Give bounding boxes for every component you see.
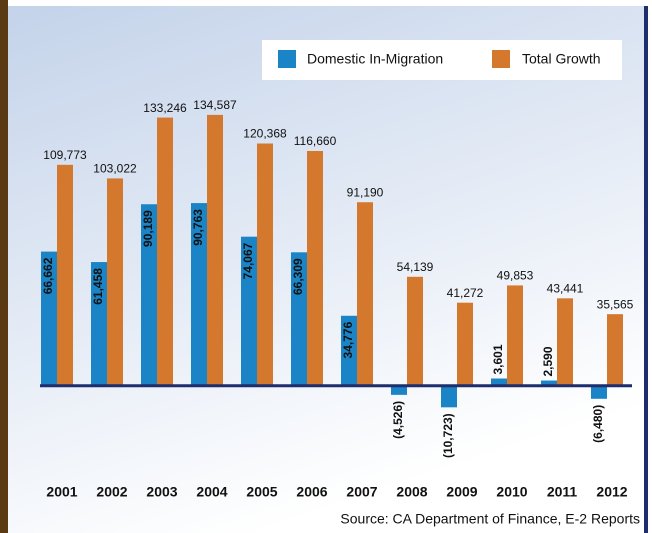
x-tick-label: 2003	[146, 484, 177, 500]
bar	[341, 315, 357, 386]
bar	[241, 236, 257, 386]
x-tick-label: 2004	[196, 484, 227, 500]
source: Source: CA Department of Finance, E-2 Re…	[340, 511, 640, 527]
legend-swatch	[278, 50, 296, 68]
value-label: 41,272	[447, 286, 484, 300]
bar	[57, 164, 73, 386]
value-label: 74,067	[241, 242, 255, 279]
value-label: (6,480)	[591, 405, 605, 443]
legend-label: Total Growth	[522, 51, 601, 67]
x-tick-label: 2002	[96, 484, 127, 500]
bar	[457, 302, 473, 386]
left-border	[0, 0, 8, 533]
bar	[507, 285, 523, 386]
right-border	[644, 6, 648, 533]
legend	[262, 40, 622, 80]
bar	[257, 143, 273, 386]
x-tick-label: 2012	[596, 484, 627, 500]
value-label: 120,368	[243, 127, 287, 141]
value-label: 90,763	[191, 209, 205, 246]
bar	[307, 150, 323, 386]
value-label: 54,139	[397, 260, 434, 274]
bar	[541, 380, 557, 386]
bar	[191, 203, 207, 386]
bar	[141, 204, 157, 386]
bar	[607, 314, 623, 386]
legend-swatch	[492, 50, 510, 68]
bar	[157, 117, 173, 386]
value-label: 49,853	[497, 269, 534, 283]
x-tick-label: 2011	[547, 484, 578, 500]
bar	[591, 385, 607, 399]
value-label: 3,601	[491, 344, 505, 374]
value-label: (10,723)	[441, 413, 455, 458]
bar	[491, 378, 507, 386]
value-label: 109,773	[43, 148, 87, 162]
x-tick-label: 2008	[396, 484, 427, 500]
value-label: 43,441	[547, 281, 584, 295]
value-label: 133,246	[143, 101, 187, 115]
value-label: 61,458	[91, 268, 105, 305]
bar	[107, 178, 123, 386]
bar	[291, 252, 307, 386]
value-label: 66,662	[41, 257, 55, 294]
x-tick-label: 2005	[246, 484, 277, 500]
value-label: 66,309	[291, 258, 305, 295]
bar	[41, 251, 57, 386]
x-tick-label: 2001	[46, 484, 77, 500]
bar	[357, 202, 373, 386]
value-label: 134,587	[193, 98, 237, 112]
value-label: 34,776	[341, 321, 355, 358]
bar	[91, 262, 107, 386]
value-label: 103,022	[93, 162, 137, 176]
x-tick-label: 2010	[496, 484, 527, 500]
bar	[391, 385, 407, 395]
value-label: 116,660	[294, 134, 337, 148]
value-label: 35,565	[597, 297, 634, 311]
bar	[407, 276, 423, 386]
value-label: 90,189	[141, 210, 155, 247]
x-tick-label: 2009	[446, 484, 477, 500]
bar	[441, 385, 457, 408]
legend-label: Domestic In-Migration	[307, 51, 443, 67]
value-label: (4,526)	[391, 401, 405, 439]
x-tick-label: 2006	[296, 484, 327, 500]
value-label: 91,190	[347, 185, 384, 199]
value-label: 2,590	[541, 346, 555, 376]
x-tick-label: 2007	[346, 484, 377, 500]
bar	[207, 114, 223, 386]
bar	[557, 298, 573, 386]
